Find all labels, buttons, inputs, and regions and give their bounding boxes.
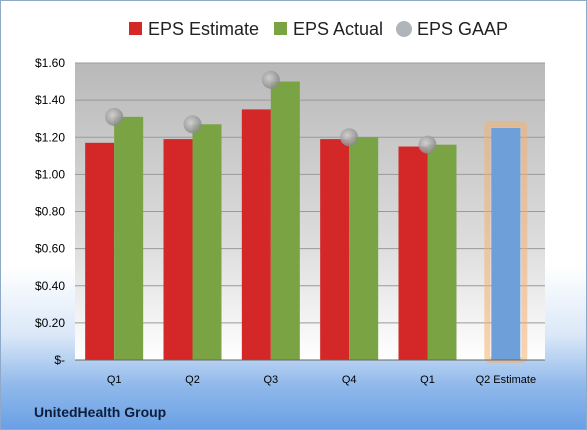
legend: EPS Estimate EPS Actual EPS GAAP [129, 19, 508, 39]
y-tick-label: $- [54, 353, 65, 367]
y-tick-label: $1.00 [35, 167, 65, 181]
bar-eps-estimate [320, 139, 350, 360]
bar-eps-actual [192, 124, 222, 360]
legend-swatch-estimate [129, 22, 142, 35]
y-tick-label: $0.20 [35, 316, 65, 330]
point-eps-gaap [261, 70, 280, 89]
x-tick-label: Q1 [107, 374, 122, 386]
y-tick-label: $1.60 [35, 56, 65, 70]
bar-eps-actual [114, 116, 144, 360]
legend-label-gaap: EPS GAAP [417, 19, 508, 39]
bar-q2-estimate [491, 127, 521, 360]
bar-eps-actual [427, 144, 457, 360]
point-eps-gaap [340, 128, 359, 147]
legend-label-actual: EPS Actual [293, 19, 383, 39]
company-name: UnitedHealth Group [34, 404, 167, 420]
bars [85, 70, 528, 363]
x-tick-label: Q2 [185, 374, 200, 386]
x-tick-label: Q4 [342, 374, 357, 386]
x-tick-label: Q3 [263, 374, 278, 386]
bar-eps-estimate [241, 109, 271, 360]
bar-eps-estimate [398, 146, 428, 360]
bar-eps-actual [270, 81, 300, 360]
bar-eps-actual [349, 137, 379, 360]
y-axis: $- $0.20 $0.40 $0.60 $0.80 $1.00 $1.20 $1.40 $1.… [35, 56, 545, 367]
point-eps-gaap [105, 107, 124, 126]
y-tick-label: $0.80 [35, 205, 65, 219]
legend-swatch-gaap [396, 21, 412, 37]
legend-label-estimate: EPS Estimate [148, 19, 259, 39]
bar-eps-estimate [163, 139, 193, 360]
y-tick-label: $0.40 [35, 279, 65, 293]
x-tick-label: Q1 [420, 374, 435, 386]
y-tick-label: $1.40 [35, 93, 65, 107]
x-tick-label: Q2 Estimate [476, 374, 537, 386]
y-tick-label: $0.60 [35, 242, 65, 256]
y-tick-label: $1.20 [35, 130, 65, 144]
point-eps-gaap [418, 135, 437, 154]
legend-swatch-actual [274, 22, 287, 35]
x-axis: Q1 Q2 Q3 Q4 Q1 Q2 Estimate [107, 374, 536, 386]
bar-eps-estimate [85, 142, 115, 360]
point-eps-gaap [183, 115, 202, 134]
